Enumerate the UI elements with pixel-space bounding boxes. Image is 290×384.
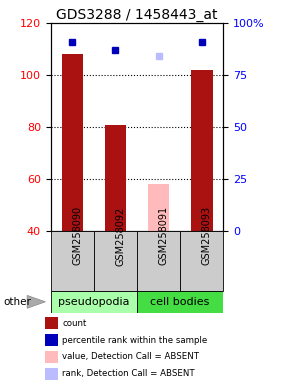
Text: count: count [62, 319, 87, 328]
Text: rank, Detection Call = ABSENT: rank, Detection Call = ABSENT [62, 369, 195, 378]
Bar [51, 231, 94, 291]
Bar [45, 367, 58, 380]
Bar [105, 124, 126, 231]
Bar [45, 351, 58, 363]
Text: pseudopodia: pseudopodia [58, 297, 130, 307]
Text: percentile rank within the sample: percentile rank within the sample [62, 336, 207, 344]
Text: GSM258091: GSM258091 [159, 206, 168, 265]
Text: GSM258092: GSM258092 [115, 206, 126, 266]
Bar [51, 291, 137, 313]
Text: value, Detection Call = ABSENT: value, Detection Call = ABSENT [62, 353, 199, 361]
Bar [45, 334, 58, 346]
Title: GDS3288 / 1458443_at: GDS3288 / 1458443_at [56, 8, 218, 22]
Bar [148, 184, 169, 231]
Text: cell bodies: cell bodies [151, 297, 210, 307]
Bar [94, 231, 137, 291]
Bar [45, 317, 58, 329]
Bar [180, 231, 223, 291]
Bar [191, 70, 213, 231]
Bar [137, 231, 180, 291]
Bar [137, 291, 223, 313]
Text: GSM258090: GSM258090 [72, 206, 82, 265]
Text: GSM258093: GSM258093 [202, 206, 212, 265]
Bar [61, 54, 83, 231]
Text: other: other [3, 297, 31, 307]
Polygon shape [27, 295, 45, 308]
